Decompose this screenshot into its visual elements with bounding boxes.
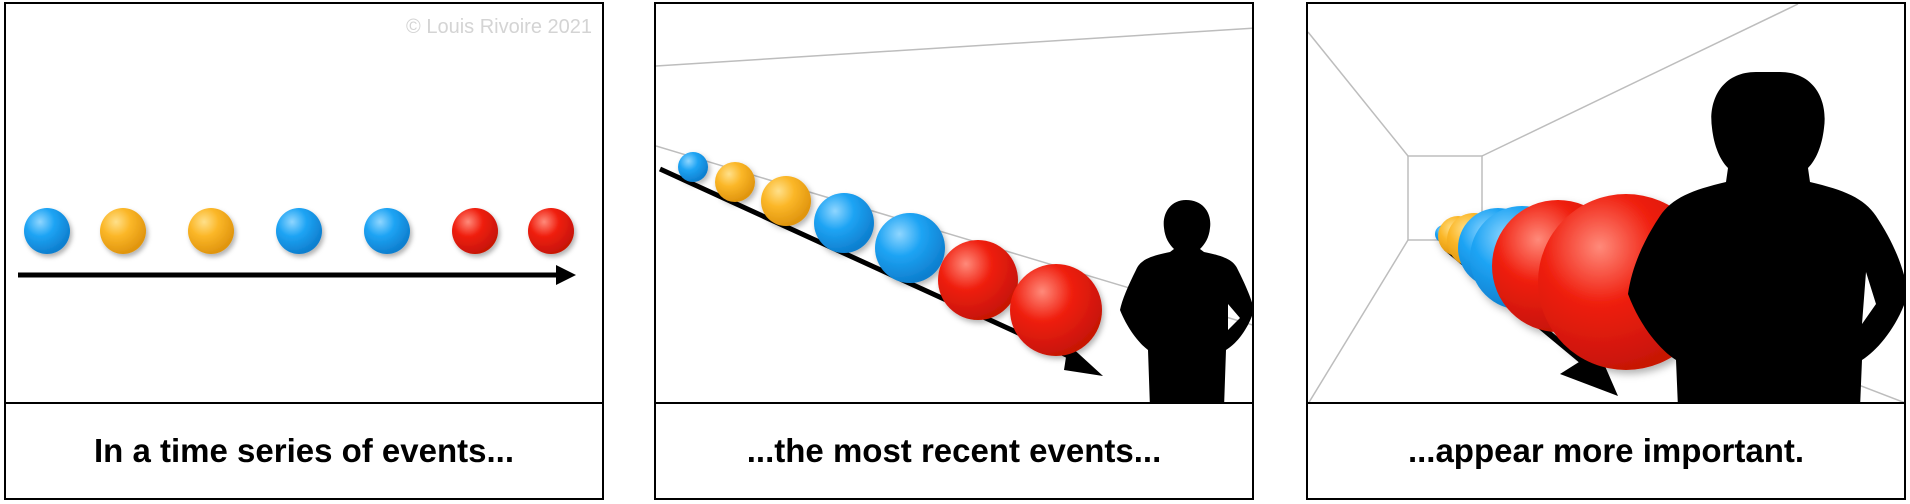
event-ball-4 — [814, 193, 874, 253]
event-ball-3 — [761, 176, 811, 226]
caption-2: ...the most recent events... — [747, 432, 1161, 470]
panel-2-illustration — [656, 4, 1254, 408]
event-ball-7 — [528, 208, 574, 254]
caption-box-2: ...the most recent events... — [656, 402, 1252, 498]
event-ball-1 — [24, 208, 70, 254]
caption-3: ...appear more important. — [1408, 432, 1804, 470]
panel-1-illustration — [6, 4, 604, 408]
event-ball-5 — [875, 213, 945, 283]
event-ball-6 — [938, 240, 1018, 320]
caption-1: In a time series of events... — [94, 432, 514, 470]
panel-appear-important: ...appear more important. — [1306, 2, 1906, 500]
panel-3-illustration — [1308, 4, 1906, 408]
event-ball-3 — [188, 208, 234, 254]
person-silhouette — [1120, 200, 1254, 408]
event-ball-2 — [100, 208, 146, 254]
event-ball-6 — [452, 208, 498, 254]
copyright-credit: © Louis Rivoire 2021 — [406, 16, 592, 39]
caption-box-1: In a time series of events... — [6, 402, 602, 498]
event-ball-2 — [715, 162, 755, 202]
event-ball-1 — [678, 152, 708, 182]
caption-box-3: ...appear more important. — [1308, 402, 1904, 498]
event-ball-5 — [364, 208, 410, 254]
event-ball-4 — [276, 208, 322, 254]
time-arrow — [18, 265, 576, 285]
event-ball-7 — [1010, 264, 1102, 356]
panel-time-series: © Louis Rivoire 2021 In a time series of… — [4, 2, 604, 500]
panel-recent-events: ...the most recent events... — [654, 2, 1254, 500]
